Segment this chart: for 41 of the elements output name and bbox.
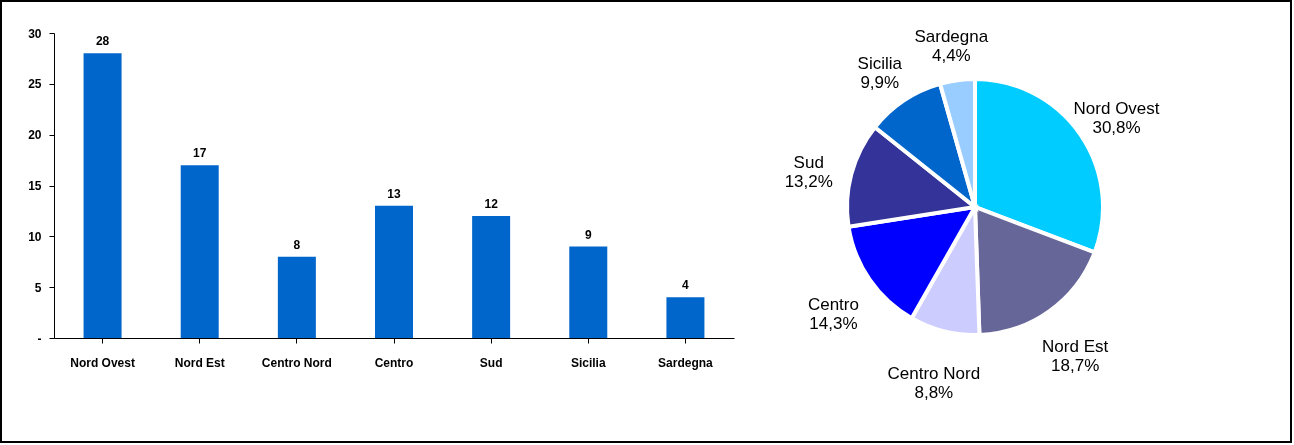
y-tick-label: 10 xyxy=(28,229,42,244)
data-label: 13,2% xyxy=(784,171,833,191)
data-label: 30,8% xyxy=(1092,118,1141,138)
slice-label: Sicilia xyxy=(857,53,903,73)
bar xyxy=(375,205,413,338)
bar xyxy=(666,297,705,338)
bar xyxy=(472,216,511,338)
data-label: 4 xyxy=(682,278,690,293)
data-label: 12 xyxy=(484,197,499,211)
data-label: 8,8% xyxy=(914,383,954,402)
x-tick-label: Centro Nord xyxy=(261,355,332,370)
bar xyxy=(277,256,316,338)
x-tick-label: Sud xyxy=(479,355,503,370)
x-tick-label: Sicilia xyxy=(570,355,606,370)
bar xyxy=(180,165,219,338)
slice-label: Sardegna xyxy=(914,26,989,46)
data-label: 9,9% xyxy=(860,72,900,92)
data-label: 18,7% xyxy=(1051,355,1100,375)
slice-label: Centro xyxy=(807,294,859,314)
data-label: 8 xyxy=(293,237,301,252)
y-tick-label: 15 xyxy=(28,179,42,193)
slice-label: Nord Ovest xyxy=(1073,99,1160,119)
x-tick-label: Sardegna xyxy=(658,355,714,370)
data-label: 13 xyxy=(387,186,401,201)
data-label: 4,4% xyxy=(931,45,971,65)
y-tick-label: 25 xyxy=(28,77,42,92)
data-label: 17 xyxy=(193,146,207,161)
y-tick-label: - xyxy=(37,331,42,346)
bar xyxy=(83,53,122,338)
x-tick-label: Nord Est xyxy=(174,355,225,370)
y-tick-label: 5 xyxy=(34,280,42,295)
data-label: 14,3% xyxy=(809,313,858,333)
x-tick-label: Nord Ovest xyxy=(70,355,135,370)
y-tick-label: 30 xyxy=(28,26,42,41)
bar xyxy=(569,246,608,338)
data-label: 9 xyxy=(584,227,592,242)
data-label: 28 xyxy=(95,34,110,49)
x-tick-label: Centro xyxy=(374,355,414,370)
y-tick-label: 20 xyxy=(28,128,42,143)
slice-label: Nord Est xyxy=(1042,336,1109,356)
slice-label: Sud xyxy=(793,152,824,172)
